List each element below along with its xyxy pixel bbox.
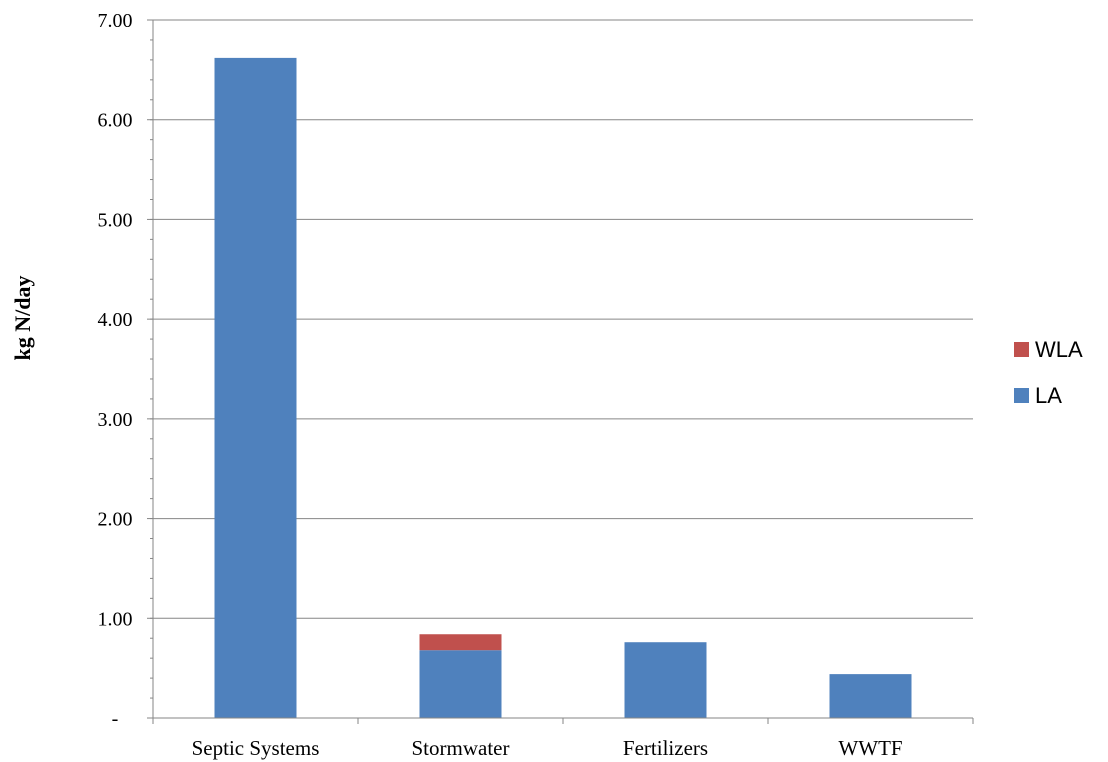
- y-tick-label-4: 4.00: [98, 309, 133, 331]
- y-tick-label-3: 3.00: [98, 409, 133, 431]
- y-axis-label: kg N/day: [10, 276, 35, 361]
- bar-la-wwtf: [829, 674, 912, 718]
- bars: [214, 57, 912, 719]
- y-tick-label-2: 2.00: [98, 509, 133, 531]
- legend-swatch-la: [1014, 388, 1029, 403]
- x-tick-label-wwtf: WWTF: [838, 736, 902, 760]
- legend-swatch-wla: [1014, 342, 1029, 357]
- x-ticks: Septic Systems Stormwater Fertilizers WWTF: [152, 718, 974, 760]
- y-tick-label-1: 1.00: [98, 608, 133, 630]
- y-tick-label-5: 5.00: [98, 209, 133, 231]
- legend: WLA LA: [1014, 337, 1083, 408]
- bar-la-septic-systems: [214, 57, 297, 719]
- legend-label-la: LA: [1035, 383, 1062, 408]
- y-tick-label-7: 7.00: [98, 10, 133, 32]
- y-ticks: - 1.00 2.00 3.00 4.00 5.00 6.00 7.00: [98, 10, 153, 730]
- x-tick-label-septic-systems: Septic Systems: [192, 736, 320, 760]
- y-tick-label-6: 6.00: [98, 110, 133, 132]
- legend-label-wla: WLA: [1035, 337, 1083, 362]
- y-tick-label-0: -: [112, 708, 119, 730]
- x-tick-label-stormwater: Stormwater: [412, 736, 510, 760]
- bar-la-stormwater: [419, 650, 502, 718]
- bar-la-fertilizers: [624, 642, 707, 718]
- bar-wla-stormwater: [419, 634, 502, 651]
- x-tick-label-fertilizers: Fertilizers: [623, 736, 708, 760]
